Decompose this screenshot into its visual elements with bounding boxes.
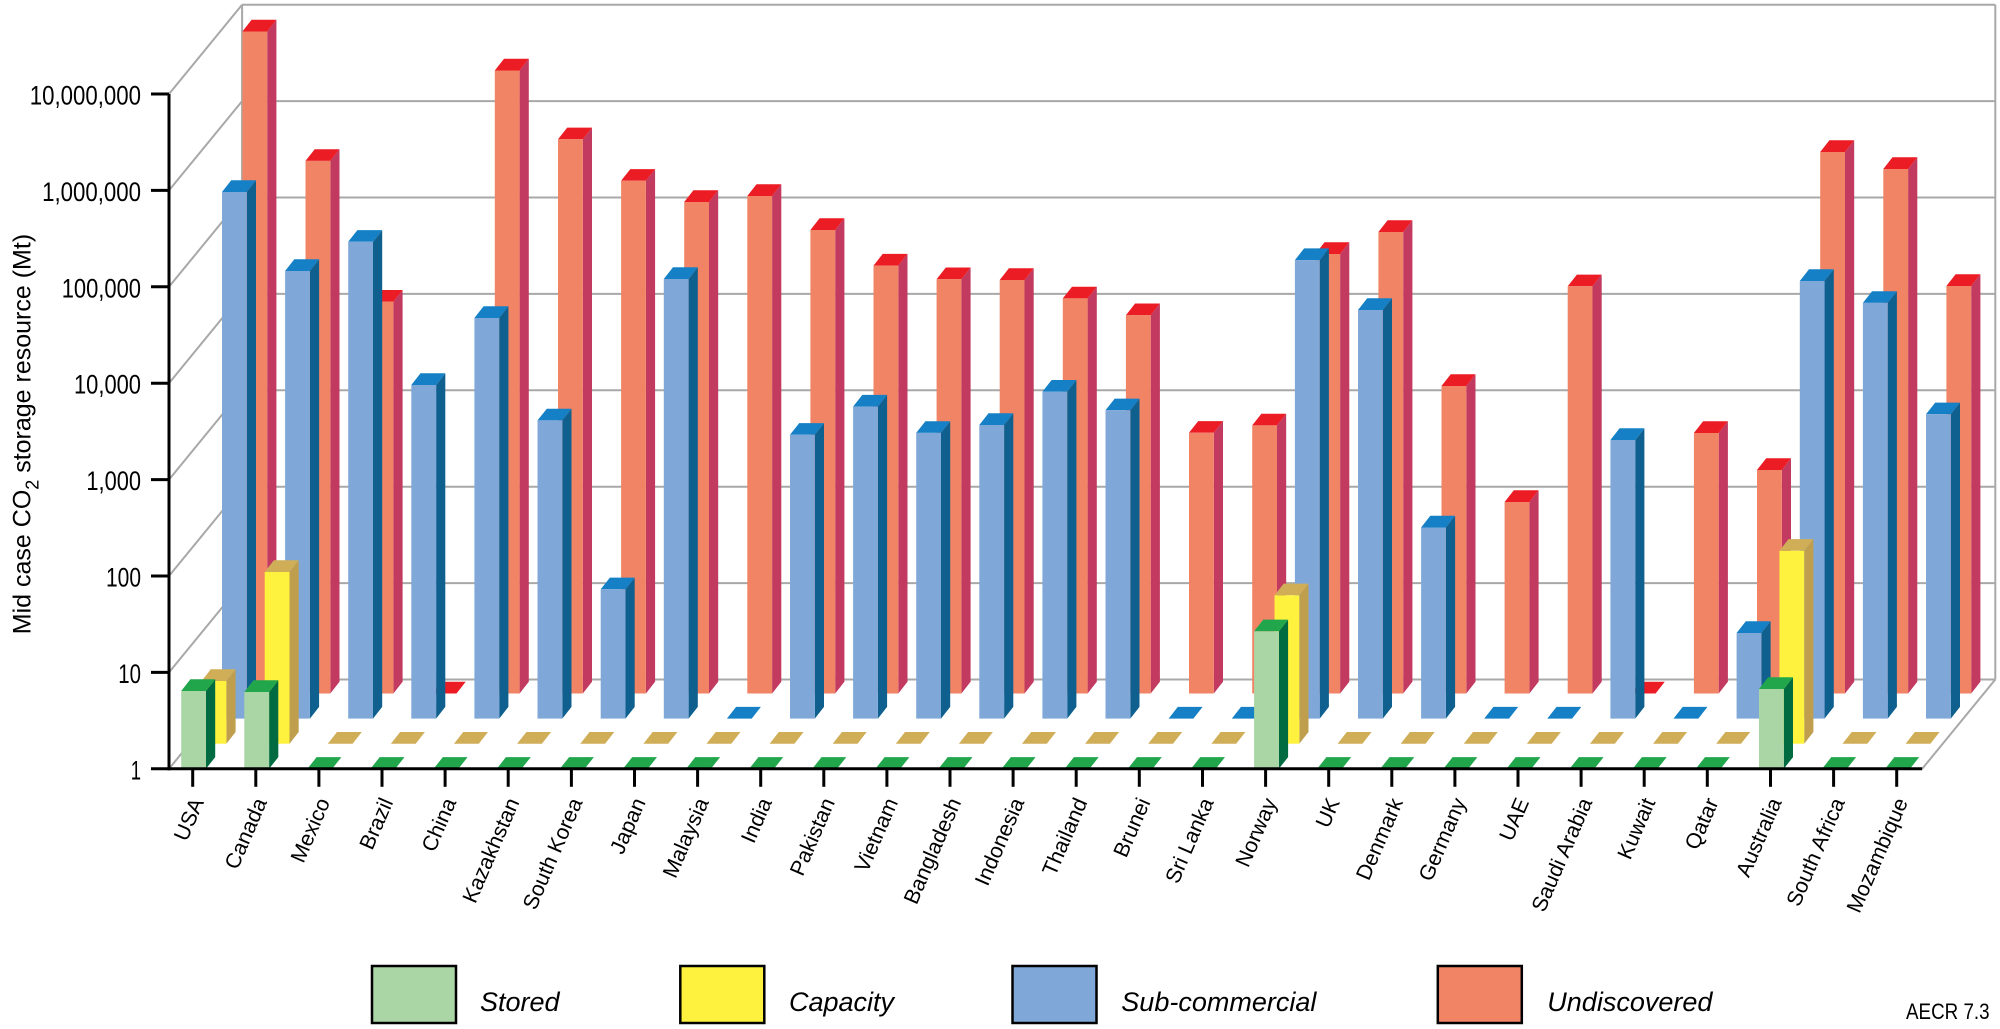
svg-text:1,000: 1,000 [86, 466, 141, 496]
svg-text:100: 100 [106, 563, 141, 593]
svg-text:AECR 7.3: AECR 7.3 [1906, 999, 1990, 1024]
svg-text:Capacity: Capacity [789, 987, 896, 1017]
svg-text:1: 1 [131, 755, 141, 785]
svg-text:10,000,000: 10,000,000 [30, 81, 141, 111]
svg-text:10: 10 [118, 659, 141, 689]
svg-text:100,000: 100,000 [62, 273, 141, 303]
svg-text:Sub-commercial: Sub-commercial [1121, 987, 1317, 1017]
svg-text:1,000,000: 1,000,000 [42, 177, 141, 207]
svg-text:Mid case CO: Mid case CO [9, 490, 37, 634]
svg-text:Undiscovered: Undiscovered [1547, 987, 1713, 1017]
svg-text:Stored: Stored [480, 987, 561, 1017]
svg-text:10,000: 10,000 [74, 370, 141, 400]
svg-text:storage resource (Mt): storage resource (Mt) [9, 234, 37, 473]
svg-text:2: 2 [23, 480, 43, 490]
